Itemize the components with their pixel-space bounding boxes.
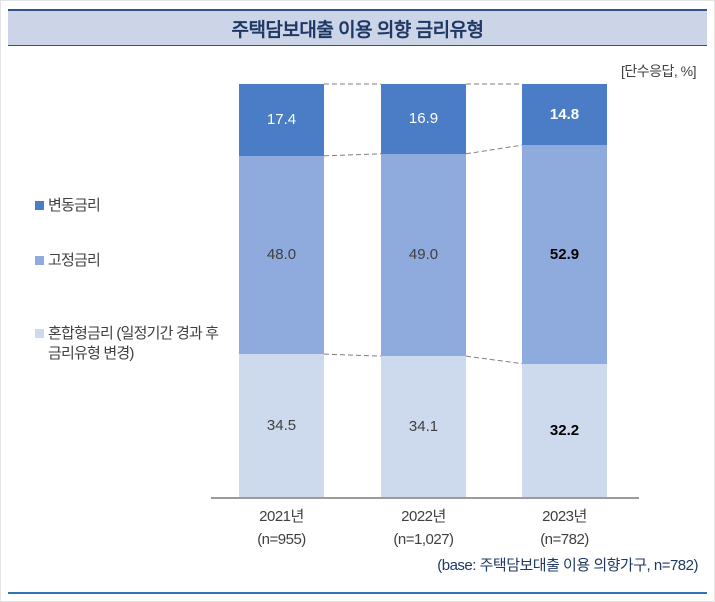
- bottom-divider: [8, 592, 707, 594]
- legend-item: 고정금리: [35, 251, 224, 271]
- category-label: 2021년 (n=955): [222, 506, 342, 551]
- segment-value-label: 34.5: [266, 416, 297, 434]
- page-title: 주택담보대출 이용 의향 금리유형: [231, 19, 484, 41]
- category-year: 2021년: [259, 508, 304, 525]
- legend-swatch: [35, 201, 44, 210]
- bar-segment: 14.8: [522, 84, 607, 146]
- category-label: 2022년 (n=1,027): [364, 506, 484, 551]
- x-axis-line: [211, 497, 639, 499]
- legend-sublabel: (일정기간 경과 후 금리유형 변경): [48, 325, 219, 362]
- unit-label: [단수응답, %]: [620, 63, 697, 79]
- category-base-size: (n=1,027): [393, 530, 454, 548]
- legend-label: 변동금리: [48, 197, 101, 214]
- bar-segment: 48.0: [239, 155, 324, 355]
- category-year: 2022년: [401, 508, 446, 525]
- legend-item: 혼합형금리 (일정기간 경과 후 금리유형 변경): [35, 324, 224, 363]
- bar-segment: 52.9: [522, 145, 607, 364]
- category-base-size: (n=955): [257, 530, 306, 548]
- bar-segment: 17.4: [239, 84, 324, 156]
- segment-value-label: 34.1: [408, 418, 439, 436]
- legend-label: 혼합형금리 (일정기간 경과 후 금리유형 변경): [48, 325, 219, 362]
- segment-value-label: 52.9: [549, 245, 580, 263]
- base-note: (base: 주택담보대출 이용 의향가구, n=782): [437, 557, 698, 574]
- legend-label: 고정금리: [48, 252, 101, 269]
- bar-segment: 34.1: [381, 356, 466, 497]
- segment-value-label: 17.4: [266, 111, 297, 129]
- bar-segment: 16.9: [381, 84, 466, 154]
- legend-swatch: [35, 329, 44, 338]
- segment-value-label: 32.2: [549, 421, 580, 439]
- legend-swatch: [35, 256, 44, 265]
- bar-segment: 49.0: [381, 153, 466, 357]
- bar-segment: 34.5: [239, 354, 324, 497]
- chart-title-bar: 주택담보대출 이용 의향 금리유형: [8, 9, 707, 46]
- category-year: 2023년: [542, 508, 587, 525]
- category-base-size: (n=782): [540, 530, 589, 548]
- segment-value-label: 48.0: [266, 246, 297, 264]
- segment-value-label: 49.0: [408, 246, 439, 264]
- segment-value-label: 14.8: [549, 106, 580, 124]
- category-label: 2023년 (n=782): [505, 506, 625, 551]
- bar-segment: 32.2: [522, 363, 607, 497]
- segment-value-label: 16.9: [408, 110, 439, 128]
- legend-item: 변동금리: [35, 196, 224, 216]
